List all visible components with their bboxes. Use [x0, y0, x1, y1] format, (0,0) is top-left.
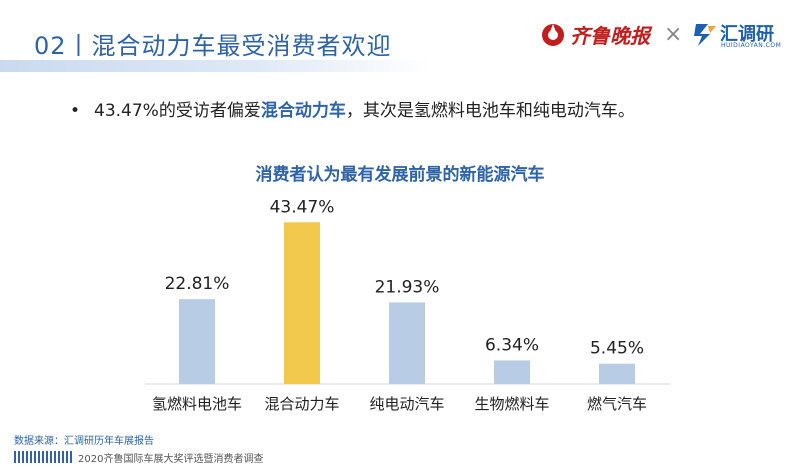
bar-value-label-2: 43.47%: [270, 197, 335, 217]
bar-5: [599, 363, 635, 384]
huidiaoyan-logo-subtext: HUIDIAOYAN.COM: [721, 42, 782, 49]
huidiaoyan-logo-icon: [694, 24, 716, 46]
bar-value-label-3: 21.93%: [375, 277, 440, 297]
title-underline-bar: [0, 60, 430, 72]
bar-value-label-5: 5.45%: [590, 339, 644, 359]
data-source-note: 数据来源：汇调研历年车展报告: [14, 436, 154, 447]
page-title: 02丨混合动力车最受消费者欢迎: [34, 32, 392, 60]
bar-value-label-4: 6.34%: [485, 335, 539, 355]
bar-3: [389, 302, 425, 384]
huidiaoyan-logo-text: 汇调研: [720, 24, 774, 45]
logo-area: 齐鲁晚报 × 汇调研 HUIDIAOYAN.COM: [540, 18, 782, 58]
bullet-highlight: 混合动力车: [260, 101, 346, 121]
category-label-5: 燃气汽车: [587, 395, 647, 413]
category-label-3: 纯电动汽车: [369, 395, 444, 413]
event-caption: 2020齐鲁国际车展大奖评选暨消费者调查: [78, 454, 264, 465]
bar-4: [494, 360, 530, 384]
bar-1: [179, 299, 215, 384]
bar-2: [284, 222, 320, 384]
header: 02丨混合动力车最受消费者欢迎 齐鲁晚报 × 汇调研 HUIDIAOYAN.CO…: [0, 0, 800, 80]
bullet-suffix: ，其次是氢燃料电池车和纯电动汽车。: [345, 101, 635, 121]
qilu-logo-icon: [542, 24, 564, 46]
qilu-logo-text: 齐鲁晚报: [570, 24, 650, 48]
category-label-2: 混合动力车: [264, 395, 339, 413]
bullet-prefix: 43.47%的受访者偏爱: [94, 101, 261, 121]
logo-separator: ×: [664, 22, 683, 47]
footer-stripe-decoration: [14, 451, 72, 463]
category-label-4: 生物燃料车: [474, 395, 549, 413]
chart-title: 消费者认为最有发展前景的新能源汽车: [255, 165, 545, 185]
summary-bullet: • 43.47%的受访者偏爱混合动力车，其次是氢燃料电池车和纯电动汽车。: [70, 96, 635, 121]
bullet-dot: •: [70, 101, 81, 121]
bar-value-label-1: 22.81%: [165, 274, 230, 294]
category-label-1: 氢燃料电池车: [152, 395, 242, 413]
